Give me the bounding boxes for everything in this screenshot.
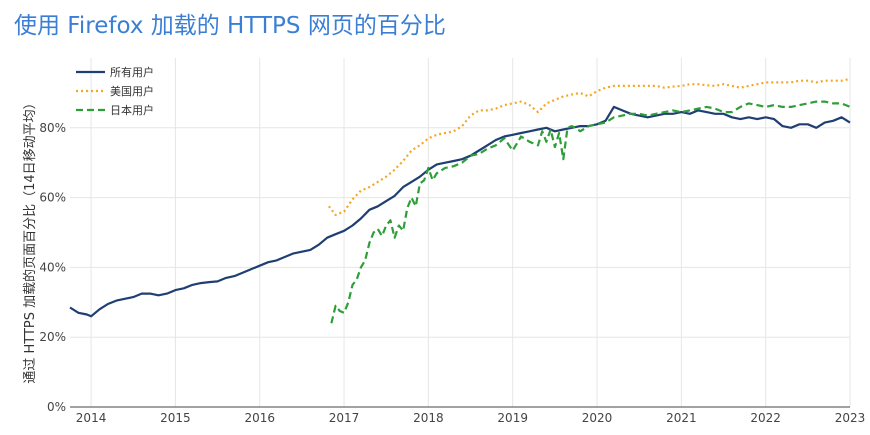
axes: 0% 20% 40% 60% 80% 2014 2015 2016 2017 2018 2019 20… bbox=[39, 121, 865, 425]
y-tick-label: 20% bbox=[39, 330, 66, 344]
x-tick-label: 2023 bbox=[835, 411, 866, 425]
series-line-3 bbox=[330, 100, 851, 324]
series-line-2 bbox=[328, 77, 851, 217]
grid bbox=[70, 58, 851, 408]
series-group bbox=[69, 77, 851, 324]
series-line-1 bbox=[69, 105, 851, 318]
x-tick-label: 2018 bbox=[413, 411, 444, 425]
y-tick-label: 60% bbox=[39, 191, 66, 205]
y-tick-label: 40% bbox=[39, 260, 66, 274]
x-tick-label: 2021 bbox=[666, 411, 697, 425]
x-tick-label: 2022 bbox=[750, 411, 781, 425]
x-tick-label: 2015 bbox=[160, 411, 191, 425]
x-tick-label: 2016 bbox=[244, 411, 275, 425]
y-tick-label: 80% bbox=[39, 121, 66, 135]
x-tick-label: 2014 bbox=[76, 411, 107, 425]
legend-label-2: 美国用户 bbox=[110, 84, 154, 98]
y-axis-label: 通过 HTTPS 加载的页面百分比（14日移动平均） bbox=[22, 96, 38, 383]
x-tick-label: 2020 bbox=[582, 411, 613, 425]
legend-label-3: 日本用户 bbox=[110, 103, 154, 117]
x-tick-label: 2017 bbox=[329, 411, 360, 425]
x-tick-label: 2019 bbox=[497, 411, 528, 425]
legend-label-1: 所有用户 bbox=[110, 65, 154, 79]
y-tick-label: 0% bbox=[47, 400, 66, 414]
chart-title: 使用 Firefox 加载的 HTTPS 网页的百分比 bbox=[14, 13, 446, 39]
